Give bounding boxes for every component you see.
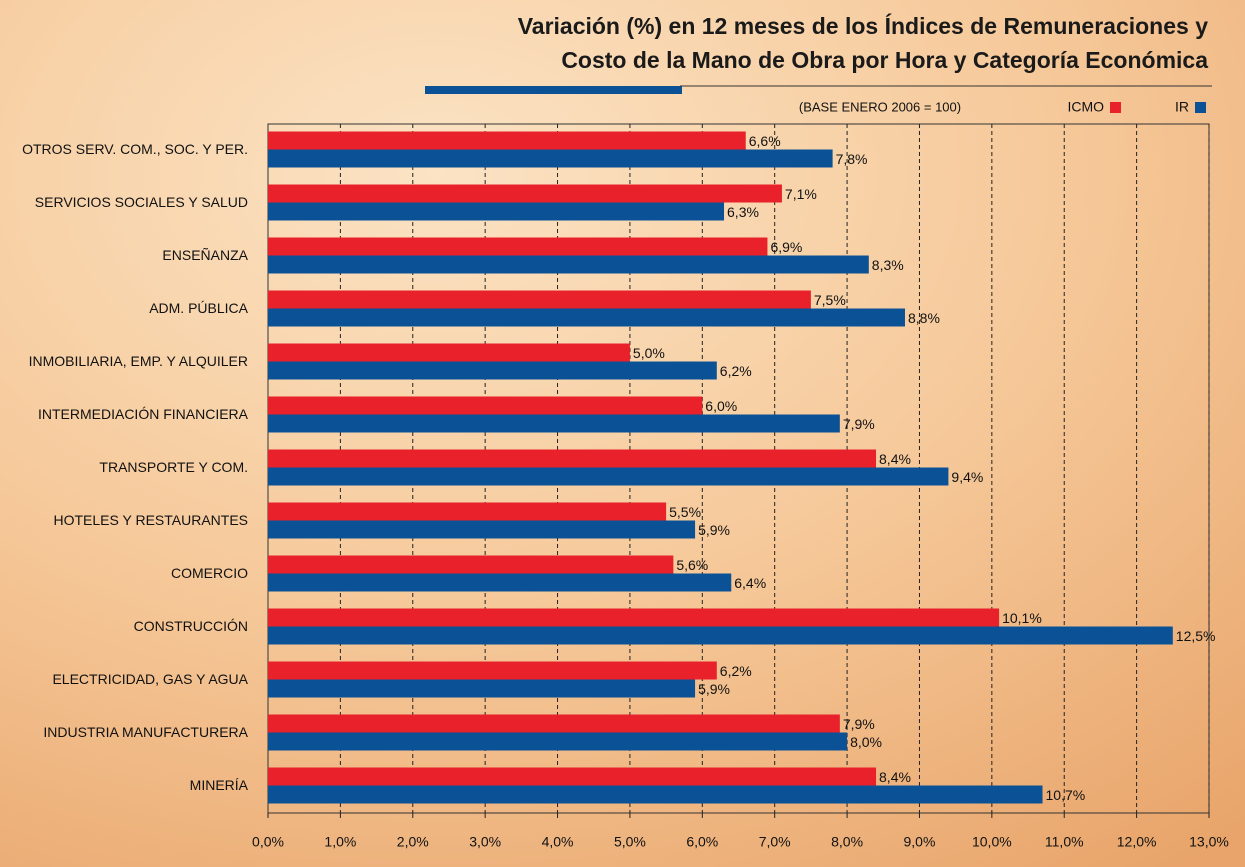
subtitle: (BASE ENERO 2006 = 100) bbox=[799, 99, 961, 114]
value-label: 7,9% bbox=[843, 416, 875, 432]
bar bbox=[268, 573, 732, 592]
bar bbox=[268, 714, 840, 733]
y-tick-label: INTERMEDIACIÓN FINANCIERA bbox=[38, 406, 249, 422]
bar bbox=[268, 626, 1173, 645]
value-label: 6,0% bbox=[705, 398, 737, 414]
chart-title: Variación (%) en 12 meses de los Índices… bbox=[518, 12, 1209, 39]
bar bbox=[268, 414, 840, 433]
x-tick-label: 1,0% bbox=[324, 834, 356, 850]
bar bbox=[268, 661, 717, 680]
legend-swatch bbox=[1195, 102, 1206, 113]
value-label: 7,8% bbox=[836, 151, 868, 167]
value-label: 6,2% bbox=[720, 363, 752, 379]
value-label: 9,4% bbox=[951, 469, 983, 485]
value-label: 10,7% bbox=[1046, 787, 1086, 803]
x-tick-label: 5,0% bbox=[614, 834, 646, 850]
value-label: 8,3% bbox=[872, 257, 904, 273]
bar bbox=[268, 184, 782, 203]
value-label: 7,1% bbox=[785, 186, 817, 202]
y-tick-label: HOTELES Y RESTAURANTES bbox=[54, 512, 249, 528]
legend-label: IR bbox=[1175, 99, 1189, 115]
value-label: 6,4% bbox=[734, 575, 766, 591]
x-tick-label: 6,0% bbox=[686, 834, 718, 850]
x-tick-label: 11,0% bbox=[1045, 834, 1084, 850]
bar bbox=[268, 131, 746, 150]
y-tick-label: SERVICIOS SOCIALES Y SALUD bbox=[35, 194, 248, 210]
x-tick-label: 0,0% bbox=[252, 834, 284, 850]
value-label: 5,9% bbox=[698, 522, 730, 538]
bar bbox=[268, 767, 877, 786]
legend-label: ICMO bbox=[1067, 99, 1104, 115]
bar bbox=[268, 308, 905, 327]
value-label: 5,5% bbox=[669, 504, 701, 520]
bar bbox=[268, 343, 630, 362]
y-tick-label: ENSEÑANZA bbox=[162, 247, 248, 263]
bar bbox=[268, 785, 1043, 804]
bar bbox=[268, 202, 725, 221]
value-label: 7,9% bbox=[843, 716, 875, 732]
value-label: 7,5% bbox=[814, 292, 846, 308]
x-tick-label: 8,0% bbox=[831, 834, 863, 850]
bar bbox=[268, 255, 869, 274]
value-label: 6,2% bbox=[720, 663, 752, 679]
chart-title: Costo de la Mano de Obra por Hora y Cate… bbox=[561, 47, 1208, 73]
x-tick-label: 9,0% bbox=[904, 834, 936, 850]
y-tick-label: INDUSTRIA MANUFACTURERA bbox=[43, 724, 248, 740]
bar bbox=[268, 732, 848, 751]
x-tick-label: 4,0% bbox=[542, 834, 574, 850]
bar bbox=[268, 679, 696, 698]
value-label: 5,9% bbox=[698, 681, 730, 697]
bar bbox=[268, 361, 717, 380]
value-label: 6,3% bbox=[727, 204, 759, 220]
bar bbox=[268, 467, 949, 486]
y-tick-label: ADM. PÚBLICA bbox=[149, 300, 248, 316]
x-tick-label: 2,0% bbox=[397, 834, 429, 850]
value-label: 6,9% bbox=[770, 239, 802, 255]
x-tick-label: 13,0% bbox=[1189, 834, 1229, 850]
bar bbox=[268, 149, 833, 168]
value-label: 10,1% bbox=[1002, 610, 1042, 626]
bar bbox=[268, 502, 667, 521]
title-bar bbox=[425, 86, 682, 94]
x-tick-label: 3,0% bbox=[469, 834, 501, 850]
value-label: 8,0% bbox=[850, 734, 882, 750]
value-label: 8,4% bbox=[879, 769, 911, 785]
x-tick-label: 7,0% bbox=[759, 834, 791, 850]
value-label: 5,6% bbox=[676, 557, 708, 573]
bar bbox=[268, 290, 811, 309]
value-label: 8,8% bbox=[908, 310, 940, 326]
bar bbox=[268, 449, 877, 468]
bar bbox=[268, 520, 696, 539]
x-tick-label: 12,0% bbox=[1117, 834, 1157, 850]
bar bbox=[268, 555, 674, 574]
legend-swatch bbox=[1110, 102, 1121, 113]
bar bbox=[268, 396, 703, 415]
x-tick-label: 10,0% bbox=[972, 834, 1012, 850]
y-tick-label: OTROS SERV. COM., SOC. Y PER. bbox=[22, 141, 248, 157]
y-tick-label: ELECTRICIDAD, GAS Y AGUA bbox=[52, 671, 248, 687]
bar bbox=[268, 608, 1000, 627]
y-tick-label: COMERCIO bbox=[171, 565, 248, 581]
value-label: 8,4% bbox=[879, 451, 911, 467]
bar bbox=[268, 237, 768, 256]
y-tick-label: INMOBILIARIA, EMP. Y ALQUILER bbox=[29, 353, 248, 369]
y-tick-label: CONSTRUCCIÓN bbox=[134, 618, 248, 634]
y-tick-label: MINERÍA bbox=[190, 777, 249, 793]
y-tick-label: TRANSPORTE Y COM. bbox=[99, 459, 248, 475]
value-label: 6,6% bbox=[749, 133, 781, 149]
value-label: 5,0% bbox=[633, 345, 665, 361]
value-label: 12,5% bbox=[1176, 628, 1216, 644]
